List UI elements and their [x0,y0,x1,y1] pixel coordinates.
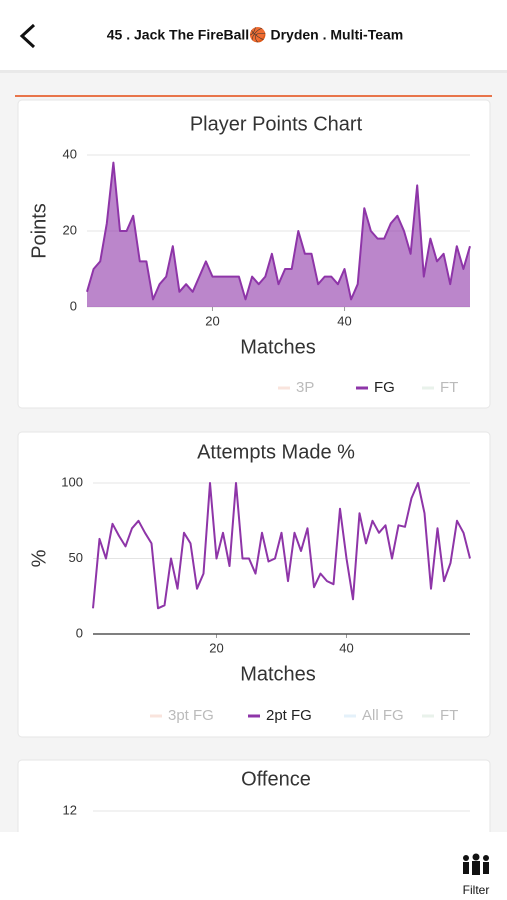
footer [0,832,507,900]
legend-label[interactable]: FG [374,379,395,396]
legend-label[interactable]: All FG [362,707,404,724]
filter-icon[interactable] [463,853,489,876]
accent-line [15,95,492,97]
line [92,482,471,610]
header-title: 45 . Jack The FireBall🏀 Dryden . Multi-T… [107,26,403,44]
chart-title: Attempts Made % [197,441,355,463]
y-axis-label: % [28,549,50,567]
y-tick-label: 0 [70,298,77,313]
x-tick-label: 20 [205,313,219,328]
y-tick-label: 0 [76,625,83,640]
y-axis-label: Points [28,203,50,259]
x-tick-label: 40 [339,640,353,655]
back-button[interactable] [19,23,36,49]
legend-label[interactable]: 2pt FG [266,707,312,724]
x-axis-label: Matches [240,663,316,685]
legend-label[interactable]: FT [440,707,458,724]
y-tick-label: 50 [69,550,83,565]
x-tick-label: 20 [209,640,223,655]
y-tick-label: 12 [63,802,77,817]
legend-label[interactable]: 3pt FG [168,707,214,724]
legend-label[interactable]: 3P [296,379,314,396]
chart-title: Offence [241,768,311,790]
filter-label[interactable]: Filter [463,883,490,897]
header-shadow [0,70,507,73]
y-tick-label: 20 [63,222,77,237]
chart-title: Player Points Chart [190,113,363,135]
area [87,162,470,307]
x-axis-label: Matches [240,336,316,358]
card [17,431,491,738]
line [86,161,471,301]
x-tick-label: 40 [337,313,351,328]
card [17,99,491,409]
legend-label[interactable]: FT [440,379,458,396]
y-tick-label: 40 [63,146,77,161]
y-tick-label: 100 [61,474,83,489]
header [0,0,507,70]
